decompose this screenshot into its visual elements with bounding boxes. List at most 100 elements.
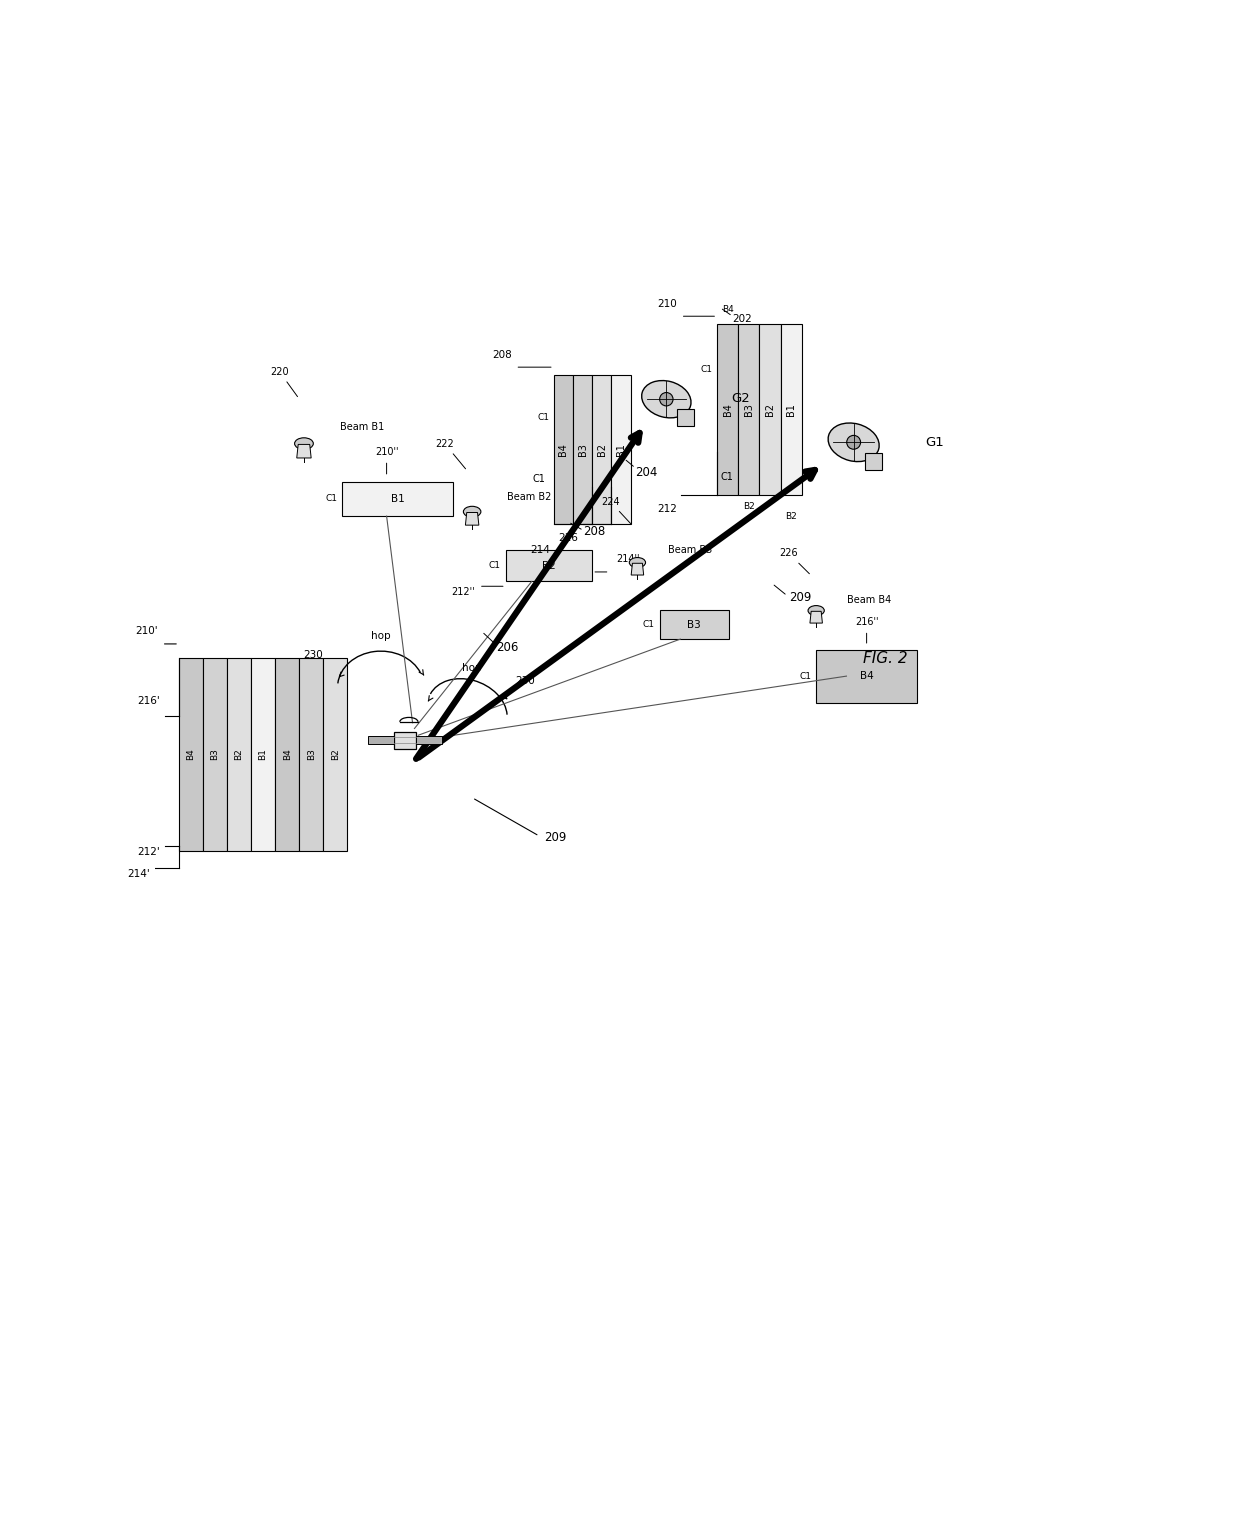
Text: 210'': 210''	[374, 447, 398, 457]
Text: B4: B4	[186, 749, 196, 760]
FancyBboxPatch shape	[759, 323, 781, 495]
FancyBboxPatch shape	[179, 659, 203, 850]
Text: 224: 224	[601, 496, 631, 524]
Text: 222: 222	[435, 440, 465, 469]
Circle shape	[847, 435, 861, 449]
Text: 204: 204	[635, 466, 658, 478]
Text: 210': 210'	[135, 627, 157, 636]
FancyBboxPatch shape	[738, 323, 759, 495]
Circle shape	[660, 392, 673, 406]
Text: 208: 208	[492, 349, 512, 360]
Text: G1: G1	[926, 435, 945, 449]
Text: G2: G2	[732, 392, 750, 406]
Text: C1: C1	[537, 412, 549, 421]
Text: C1: C1	[326, 495, 337, 504]
Polygon shape	[415, 737, 443, 743]
Text: B4: B4	[722, 305, 734, 314]
Ellipse shape	[808, 605, 825, 616]
FancyBboxPatch shape	[227, 659, 250, 850]
Text: C1: C1	[533, 473, 546, 484]
Text: B3: B3	[744, 403, 754, 415]
Polygon shape	[296, 444, 311, 458]
Polygon shape	[367, 737, 394, 743]
FancyBboxPatch shape	[299, 659, 324, 850]
FancyBboxPatch shape	[394, 732, 415, 749]
FancyBboxPatch shape	[593, 375, 611, 524]
Text: B2: B2	[234, 749, 243, 760]
Text: 216': 216'	[138, 697, 160, 706]
Text: 214'': 214''	[616, 555, 640, 564]
Text: C1: C1	[489, 561, 501, 570]
Text: B1: B1	[786, 403, 796, 415]
Text: 214': 214'	[128, 870, 150, 879]
Text: Beam B4: Beam B4	[847, 594, 892, 605]
Text: 212'': 212''	[451, 587, 475, 597]
FancyBboxPatch shape	[717, 323, 738, 495]
Text: 230: 230	[304, 651, 324, 660]
Text: C1: C1	[800, 671, 811, 680]
Ellipse shape	[641, 380, 691, 418]
FancyBboxPatch shape	[781, 323, 802, 495]
Text: 216: 216	[558, 533, 578, 544]
Text: B2: B2	[765, 403, 775, 417]
Text: 226: 226	[780, 548, 810, 574]
Text: 216'': 216''	[854, 617, 878, 627]
FancyBboxPatch shape	[275, 659, 299, 850]
Text: C1: C1	[720, 472, 733, 481]
Text: 209: 209	[789, 591, 812, 604]
Text: B2: B2	[596, 443, 606, 457]
Polygon shape	[866, 452, 883, 470]
Text: Beam B2: Beam B2	[507, 492, 551, 502]
Text: 230: 230	[516, 676, 536, 686]
FancyBboxPatch shape	[611, 375, 631, 524]
Text: B4: B4	[859, 671, 873, 682]
Text: 212: 212	[657, 504, 677, 515]
Text: 206: 206	[496, 640, 518, 654]
FancyBboxPatch shape	[506, 550, 593, 582]
Text: Beam B3: Beam B3	[668, 545, 713, 555]
Text: B2: B2	[331, 749, 340, 760]
FancyBboxPatch shape	[342, 481, 453, 516]
Text: B4: B4	[283, 749, 291, 760]
Text: B4: B4	[558, 443, 568, 455]
Ellipse shape	[828, 423, 879, 461]
Text: FIG. 2: FIG. 2	[863, 651, 908, 666]
Polygon shape	[465, 513, 479, 525]
FancyBboxPatch shape	[816, 650, 918, 703]
Polygon shape	[631, 564, 644, 574]
Text: B3: B3	[687, 620, 701, 630]
Text: B4: B4	[723, 403, 733, 415]
Text: B1: B1	[616, 443, 626, 455]
Text: B3: B3	[211, 749, 219, 760]
FancyBboxPatch shape	[573, 375, 593, 524]
FancyBboxPatch shape	[660, 610, 729, 639]
Text: B3: B3	[306, 749, 316, 760]
Text: hop: hop	[371, 631, 391, 640]
Text: 212': 212'	[138, 847, 160, 858]
Polygon shape	[810, 611, 822, 624]
Text: hop: hop	[463, 663, 482, 673]
Ellipse shape	[464, 506, 481, 518]
Text: Beam B1: Beam B1	[341, 421, 384, 432]
Text: 210: 210	[657, 299, 677, 308]
Text: 220: 220	[270, 366, 298, 397]
Text: B2: B2	[542, 561, 556, 570]
Text: 214: 214	[529, 545, 551, 555]
Text: B2: B2	[743, 502, 755, 512]
Text: C1: C1	[642, 620, 655, 630]
FancyBboxPatch shape	[324, 659, 347, 850]
Text: B2: B2	[785, 512, 797, 521]
FancyBboxPatch shape	[203, 659, 227, 850]
FancyBboxPatch shape	[250, 659, 275, 850]
Text: 208: 208	[583, 525, 605, 538]
Polygon shape	[677, 409, 694, 426]
Text: B1: B1	[259, 749, 268, 760]
Text: B3: B3	[578, 443, 588, 455]
FancyBboxPatch shape	[554, 375, 573, 524]
Ellipse shape	[630, 558, 646, 567]
Text: 209: 209	[544, 830, 567, 844]
Ellipse shape	[295, 438, 314, 449]
Text: B1: B1	[391, 493, 404, 504]
Text: 202: 202	[733, 314, 753, 323]
Text: C1: C1	[701, 365, 712, 374]
